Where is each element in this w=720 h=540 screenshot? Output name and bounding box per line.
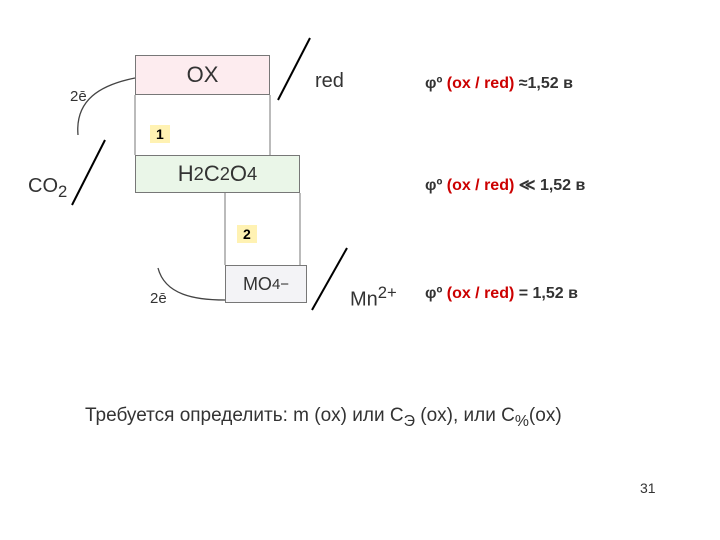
box-ox: OX: [135, 55, 270, 95]
label-two-e-top: 2ē: [70, 88, 87, 105]
badge-b2: 2: [237, 225, 257, 243]
phi-l1: φº (ox / red) ≈1,52 в: [425, 75, 573, 93]
task-line: Требуется определить: m (ox) или СЭ (ox)…: [85, 405, 562, 431]
label-red: red: [315, 70, 344, 93]
label-co2: CO2: [28, 175, 67, 202]
phi-l3: φº (ox / red) = 1,52 в: [425, 285, 578, 303]
label-mn2: Mn2+: [350, 283, 397, 312]
label-two-e-bottom: 2ē: [150, 290, 167, 307]
box-h2c2o4: H2C2O4: [135, 155, 300, 193]
box-mo4: MO4−: [225, 265, 307, 303]
badge-b1: 1: [150, 125, 170, 143]
page-number: 31: [640, 480, 656, 496]
phi-l2: φº (ox / red) ≪ 1,52 в: [425, 175, 585, 195]
